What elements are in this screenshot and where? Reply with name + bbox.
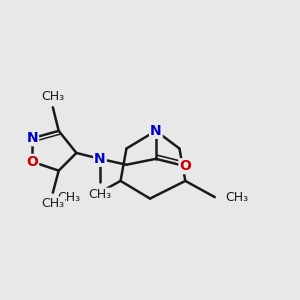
Text: O: O xyxy=(26,155,38,169)
Text: CH₃: CH₃ xyxy=(88,188,112,201)
Text: N: N xyxy=(26,131,38,145)
Text: O: O xyxy=(179,159,191,173)
Text: CH₃: CH₃ xyxy=(58,190,81,204)
Text: N: N xyxy=(94,152,106,166)
Text: CH₃: CH₃ xyxy=(225,190,248,204)
Text: CH₃: CH₃ xyxy=(41,90,64,103)
Text: N: N xyxy=(150,124,162,138)
Text: CH₃: CH₃ xyxy=(41,197,64,210)
